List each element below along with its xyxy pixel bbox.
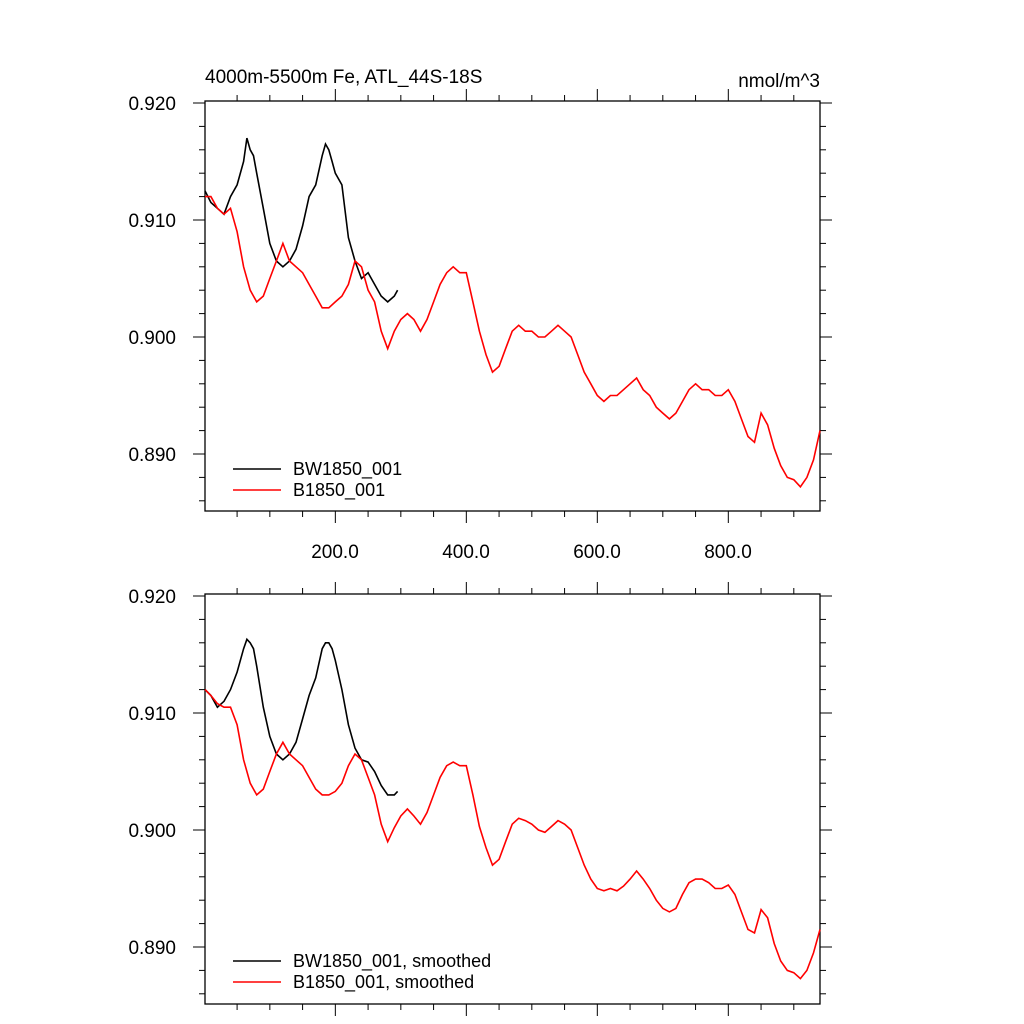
- top-x-tick-label: 200.0: [311, 542, 359, 563]
- legend-label-bw1850-smoothed: BW1850_001, smoothed: [293, 951, 491, 972]
- bottom-axis-ticks: [193, 582, 832, 1016]
- top-panel: 4000m-5500m Fe, ATL_44S-18S nmol/m^3 0.9…: [128, 67, 832, 563]
- legend-label-b1850: B1850_001: [293, 480, 385, 501]
- bottom-y-tick-label: 0.910: [128, 704, 176, 725]
- series-line-bw1850-smoothed: [204, 637, 399, 796]
- top-x-tick-label: 600.0: [573, 542, 621, 563]
- top-chart-units: nmol/m^3: [738, 71, 820, 92]
- bottom-panel: 0.920 0.910 0.900 0.890 BW1850_001, smoo…: [128, 582, 832, 1016]
- series-line-b1850-smoothed: [204, 689, 821, 980]
- top-y-tick-label: 0.920: [128, 94, 176, 115]
- bottom-y-tick-label: 0.890: [128, 938, 176, 959]
- bottom-y-tick-label: 0.900: [128, 821, 176, 842]
- bottom-y-tick-label: 0.920: [128, 587, 176, 608]
- bottom-y-tick-labels: 0.920 0.910 0.900 0.890: [128, 587, 176, 959]
- legend-label-b1850-smoothed: B1850_001, smoothed: [293, 972, 474, 993]
- top-x-tick-label: 800.0: [704, 542, 752, 563]
- series-line-b1850: [205, 195, 821, 489]
- top-legend: BW1850_001 B1850_001: [233, 459, 402, 501]
- top-axis-ticks: [193, 89, 832, 523]
- top-chart-title: 4000m-5500m Fe, ATL_44S-18S: [205, 67, 482, 88]
- top-y-tick-labels: 0.920 0.910 0.900 0.890: [128, 94, 176, 466]
- top-y-tick-label: 0.900: [128, 328, 176, 349]
- top-x-tick-labels: 200.0 400.0 600.0 800.0: [311, 542, 752, 563]
- top-y-tick-label: 0.890: [128, 445, 176, 466]
- legend-label-bw1850: BW1850_001: [293, 459, 402, 480]
- top-series-lines: [204, 137, 821, 489]
- top-x-tick-label: 400.0: [442, 542, 490, 563]
- bottom-legend: BW1850_001, smoothed B1850_001, smoothed: [233, 951, 491, 993]
- top-y-tick-label: 0.910: [128, 211, 176, 232]
- top-plot-frame: [204, 100, 821, 512]
- bottom-series-lines: [204, 637, 821, 980]
- bottom-plot-frame: [204, 593, 821, 1005]
